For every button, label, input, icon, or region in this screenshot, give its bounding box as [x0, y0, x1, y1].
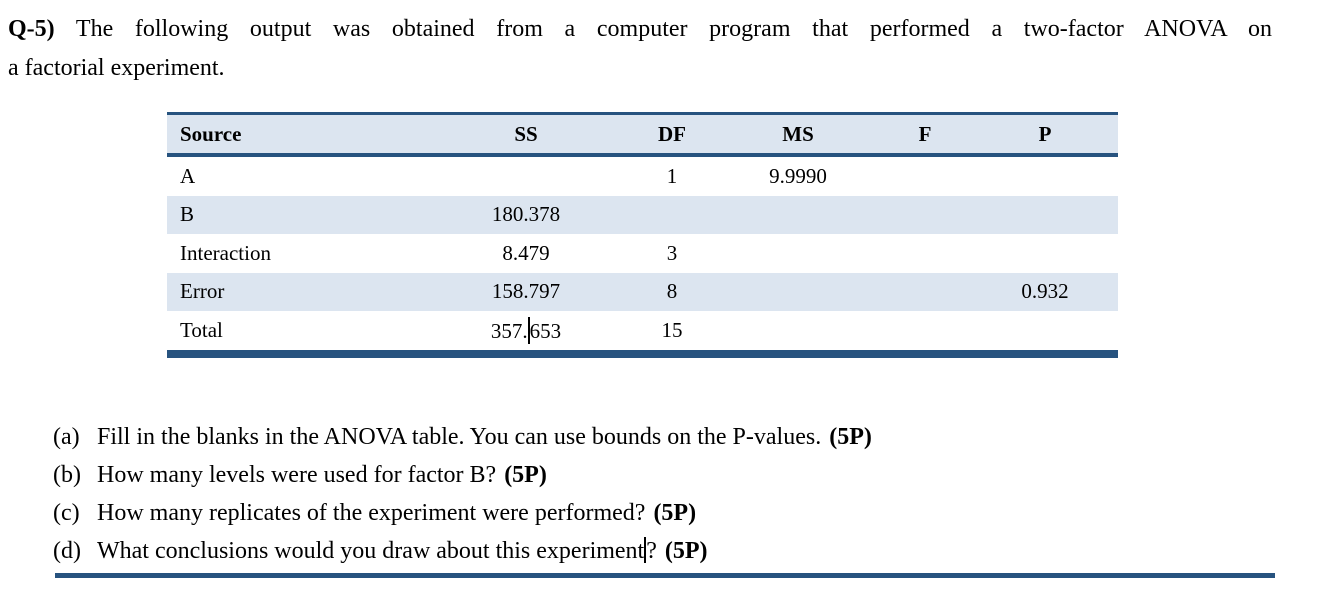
cell-ss-with-cursor: 357.653: [426, 316, 626, 344]
anova-header-row: Source SS DF MS F P: [167, 112, 1118, 157]
cell-source: B: [180, 202, 195, 227]
question-item-b: (b) How many levels were used for factor…: [53, 456, 872, 494]
question-points: (5P): [664, 538, 708, 564]
cell-source: A: [180, 163, 196, 188]
cell-ss: 8.479: [502, 240, 550, 265]
column-header-f: F: [918, 121, 932, 146]
question-text: How many replicates of the experiment we…: [97, 500, 697, 526]
cell-ss: 158.797: [491, 279, 561, 304]
table-row-total: Total 357.653 15: [167, 311, 1118, 350]
intro-line-2: a factorial experiment.: [8, 55, 225, 81]
question-text: How many levels were used for factor B?(…: [97, 462, 547, 488]
cell-source: Interaction: [180, 240, 271, 265]
total-ss-after-cursor: 653: [529, 318, 562, 343]
question-marker: (d): [53, 538, 81, 564]
question-points: (5P): [504, 462, 547, 488]
question-item-d: (d) What conclusions would you draw abou…: [53, 532, 872, 570]
anova-table: Source SS DF MS F P A 1 9.9990 B 180.378…: [167, 112, 1118, 358]
cell-df: 8: [666, 279, 678, 304]
question-marker: (c): [53, 500, 80, 526]
question-intro-paragraph: Q-5) The following output was obtained f…: [8, 10, 1276, 88]
page-bottom-rule: [55, 573, 1275, 578]
question-marker: (a): [53, 424, 80, 450]
text-cursor: [527, 316, 530, 344]
cell-df: 1: [666, 163, 678, 188]
column-header-df: DF: [658, 121, 686, 146]
question-marker: (b): [53, 462, 81, 488]
table-row-b: B 180.378: [167, 195, 1118, 234]
question-item-c: (c) How many replicates of the experimen…: [53, 494, 872, 532]
question-item-a: (a) Fill in the blanks in the ANOVA tabl…: [53, 418, 872, 456]
question-list: (a) Fill in the blanks in the ANOVA tabl…: [53, 418, 872, 570]
cell-df: 3: [666, 240, 678, 265]
table-row-interaction: Interaction 8.479 3: [167, 234, 1118, 273]
cell-ss: 180.378: [491, 202, 561, 227]
cell-p: 0.932: [1021, 279, 1069, 304]
question-text: Fill in the blanks in the ANOVA table. Y…: [97, 424, 872, 450]
column-header-ms: MS: [782, 121, 814, 146]
total-ss-before-cursor: 357.: [490, 318, 528, 343]
cell-source: Total: [180, 317, 223, 342]
table-bottom-border: [167, 349, 1118, 358]
text-cursor: [644, 537, 647, 563]
column-header-source: Source: [180, 121, 242, 146]
question-text-suffix: ?: [646, 538, 657, 564]
question-number-label: Q-5): [8, 16, 55, 42]
question-points: (5P): [829, 424, 872, 450]
intro-line-1-text: The following output was obtained from a…: [75, 16, 1272, 42]
cell-source: Error: [180, 279, 225, 304]
column-header-ss: SS: [514, 121, 538, 146]
intro-line-1: Q-5) The following output was obtained f…: [8, 10, 1272, 49]
cell-ms: 9.9990: [769, 163, 827, 188]
table-row-error: Error 158.797 8 0.932: [167, 272, 1118, 311]
column-header-p: P: [1038, 121, 1052, 146]
question-points: (5P): [653, 500, 697, 526]
table-row-a: A 1 9.9990: [167, 157, 1118, 196]
cell-df: 15: [661, 317, 683, 342]
question-text: What conclusions would you draw about th…: [97, 537, 708, 564]
